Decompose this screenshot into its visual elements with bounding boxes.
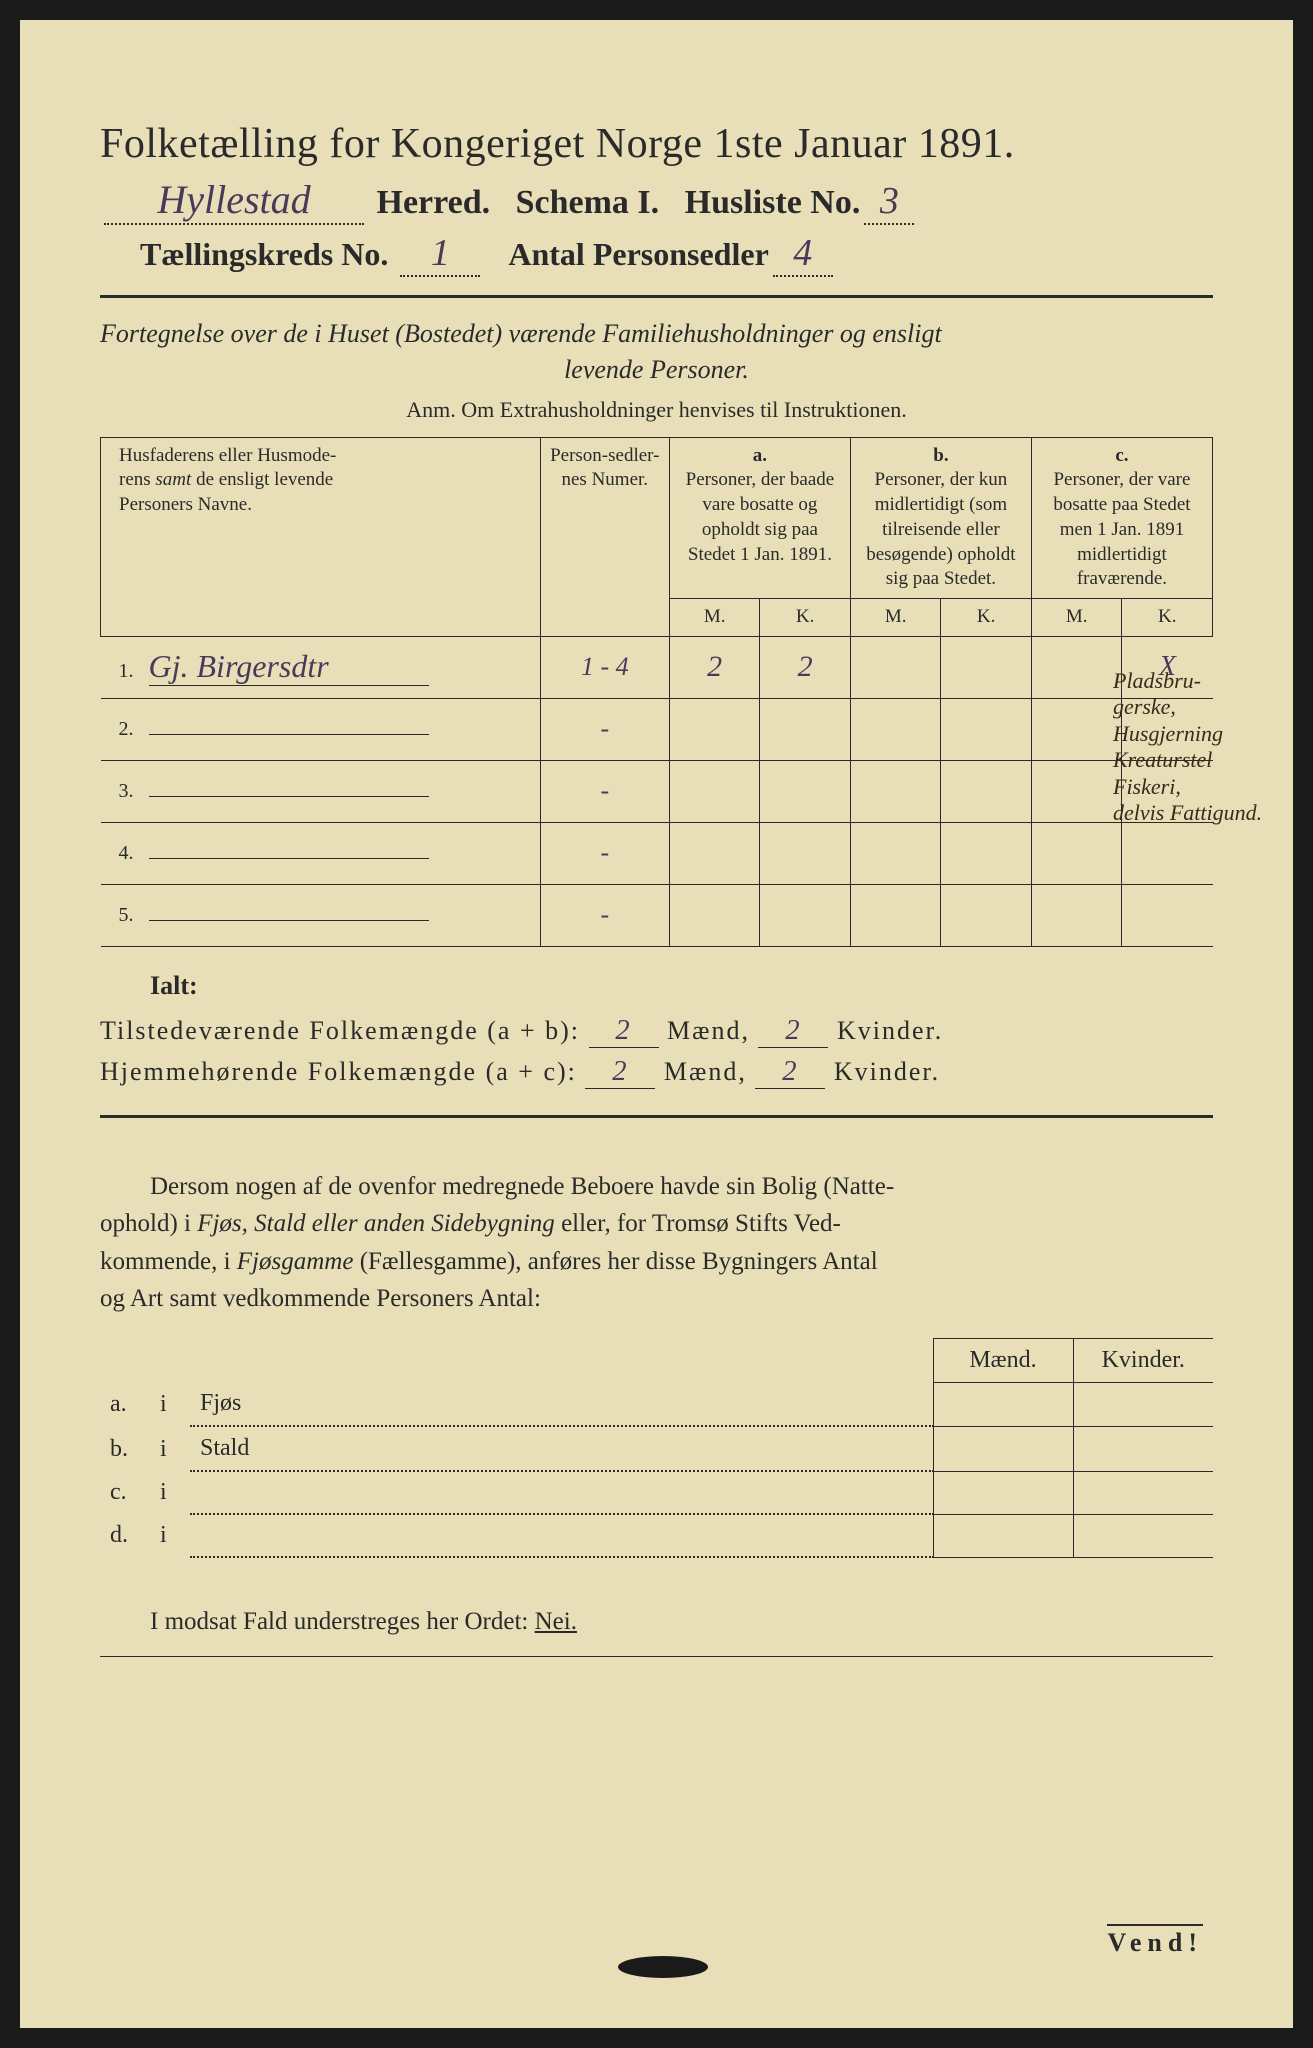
col-a-text: Personer, der baade vare bosatte og opho… [686, 469, 835, 564]
total1-label: Tilstedeværende Folkemængde (a + b): [100, 1016, 580, 1045]
col-b-text: Personer, der kun midlertidigt (som tilr… [866, 469, 1015, 589]
total1-k: 2 [758, 1015, 828, 1048]
col-name-header: Husfaderens eller Husmode-rens samt de e… [101, 437, 541, 636]
subtitle-line1: Fortegnelse over de i Huset (Bostedet) v… [100, 319, 942, 348]
total2-m: 2 [585, 1056, 655, 1089]
ialt-label: Ialt: [150, 971, 1213, 1001]
vend-label: Vend! [1107, 1924, 1203, 1958]
anm-note: Anm. Om Extrahusholdninger henvises til … [100, 397, 1213, 423]
a-m: M. [669, 598, 760, 636]
total1-m: 2 [589, 1015, 659, 1048]
c-m: M. [1031, 598, 1122, 636]
subtitle: Fortegnelse over de i Huset (Bostedet) v… [100, 316, 1213, 389]
herred-label: Herred. [377, 184, 491, 222]
col-b-label: b. [933, 445, 948, 466]
household-table: Husfaderens eller Husmode-rens samt de e… [100, 437, 1213, 947]
form-title: Folketælling for Kongeriget Norge 1ste J… [100, 120, 1213, 168]
maend-label: Mænd, [667, 1016, 750, 1045]
nei-word: Nei. [535, 1608, 577, 1635]
col-a-label: a. [753, 445, 767, 466]
c-k: K. [1122, 598, 1213, 636]
divider [100, 1656, 1213, 1657]
nei-pre: I modsat Fald understreges her Ordet: [150, 1608, 535, 1635]
ink-smudge [618, 1956, 708, 1978]
table-row: 4. - [101, 822, 1213, 884]
side-building-table: Mænd. Kvinder. a. i Fjøs b. i Stald c. i… [100, 1338, 1213, 1559]
nei-line: I modsat Fald understreges her Ordet: Ne… [150, 1608, 1213, 1636]
total-resident: Hjemmehørende Folkemængde (a + c): 2 Mæn… [100, 1056, 1213, 1089]
side-maend-header: Mænd. [933, 1338, 1073, 1382]
table-row: 5. - [101, 884, 1213, 946]
antal-value: 4 [773, 231, 833, 277]
divider [100, 295, 1213, 298]
b-m: M. [850, 598, 941, 636]
margin-annotation: Pladsbru-gerske,HusgjerningKreaturstelFi… [1113, 668, 1303, 826]
header-row-1: Hyllestad Herred. Schema I. Husliste No.… [100, 176, 1213, 225]
kreds-label: Tællingskreds No. [140, 236, 388, 273]
table-row: 1.Gj. Birgersdtr 1 - 4 2 2 X [101, 636, 1213, 698]
table-row: 2. - [101, 698, 1213, 760]
total2-label: Hjemmehørende Folkemængde (a + c): [100, 1057, 577, 1086]
maend-label2: Mænd, [664, 1057, 747, 1086]
a-k: K. [760, 598, 851, 636]
schema-label: Schema I. [516, 184, 660, 222]
subtitle-line2: levende Personer. [100, 352, 1213, 388]
side-building-paragraph: Dersom nogen af de ovenfor medregnede Be… [100, 1168, 1213, 1318]
table-row: 3. - [101, 760, 1213, 822]
herred-value: Hyllestad [104, 176, 364, 225]
antal-label: Antal Personsedler [508, 236, 768, 273]
side-kvinder-header: Kvinder. [1073, 1338, 1213, 1382]
husliste-value: 3 [864, 179, 914, 225]
col-b-header: b. Personer, der kun midlertidigt (som t… [850, 437, 1031, 598]
side-row: c. i [100, 1471, 1213, 1514]
kvinder-label2: Kvinder. [834, 1057, 940, 1086]
col-num-header: Person-sedler-nes Numer. [540, 437, 669, 636]
col-a-header: a. Personer, der baade vare bosatte og o… [669, 437, 850, 598]
col-c-label: c. [1115, 445, 1128, 466]
side-row: a. i Fjøs [100, 1382, 1213, 1426]
col-c-text: Personer, der vare bosatte paa Stedet me… [1053, 469, 1190, 589]
b-k: K. [941, 598, 1032, 636]
header-row-2: Tællingskreds No. 1 Antal Personsedler 4 [100, 231, 1213, 277]
kreds-value: 1 [400, 231, 480, 277]
kvinder-label: Kvinder. [837, 1016, 943, 1045]
col-c-header: c. Personer, der vare bosatte paa Stedet… [1031, 437, 1212, 598]
side-row: d. i [100, 1514, 1213, 1557]
divider [100, 1115, 1213, 1118]
census-form-page: Folketælling for Kongeriget Norge 1ste J… [20, 20, 1293, 2028]
total2-k: 2 [755, 1056, 825, 1089]
total-present: Tilstedeværende Folkemængde (a + b): 2 M… [100, 1015, 1213, 1048]
husliste-label: Husliste No. [685, 184, 861, 222]
side-row: b. i Stald [100, 1426, 1213, 1471]
